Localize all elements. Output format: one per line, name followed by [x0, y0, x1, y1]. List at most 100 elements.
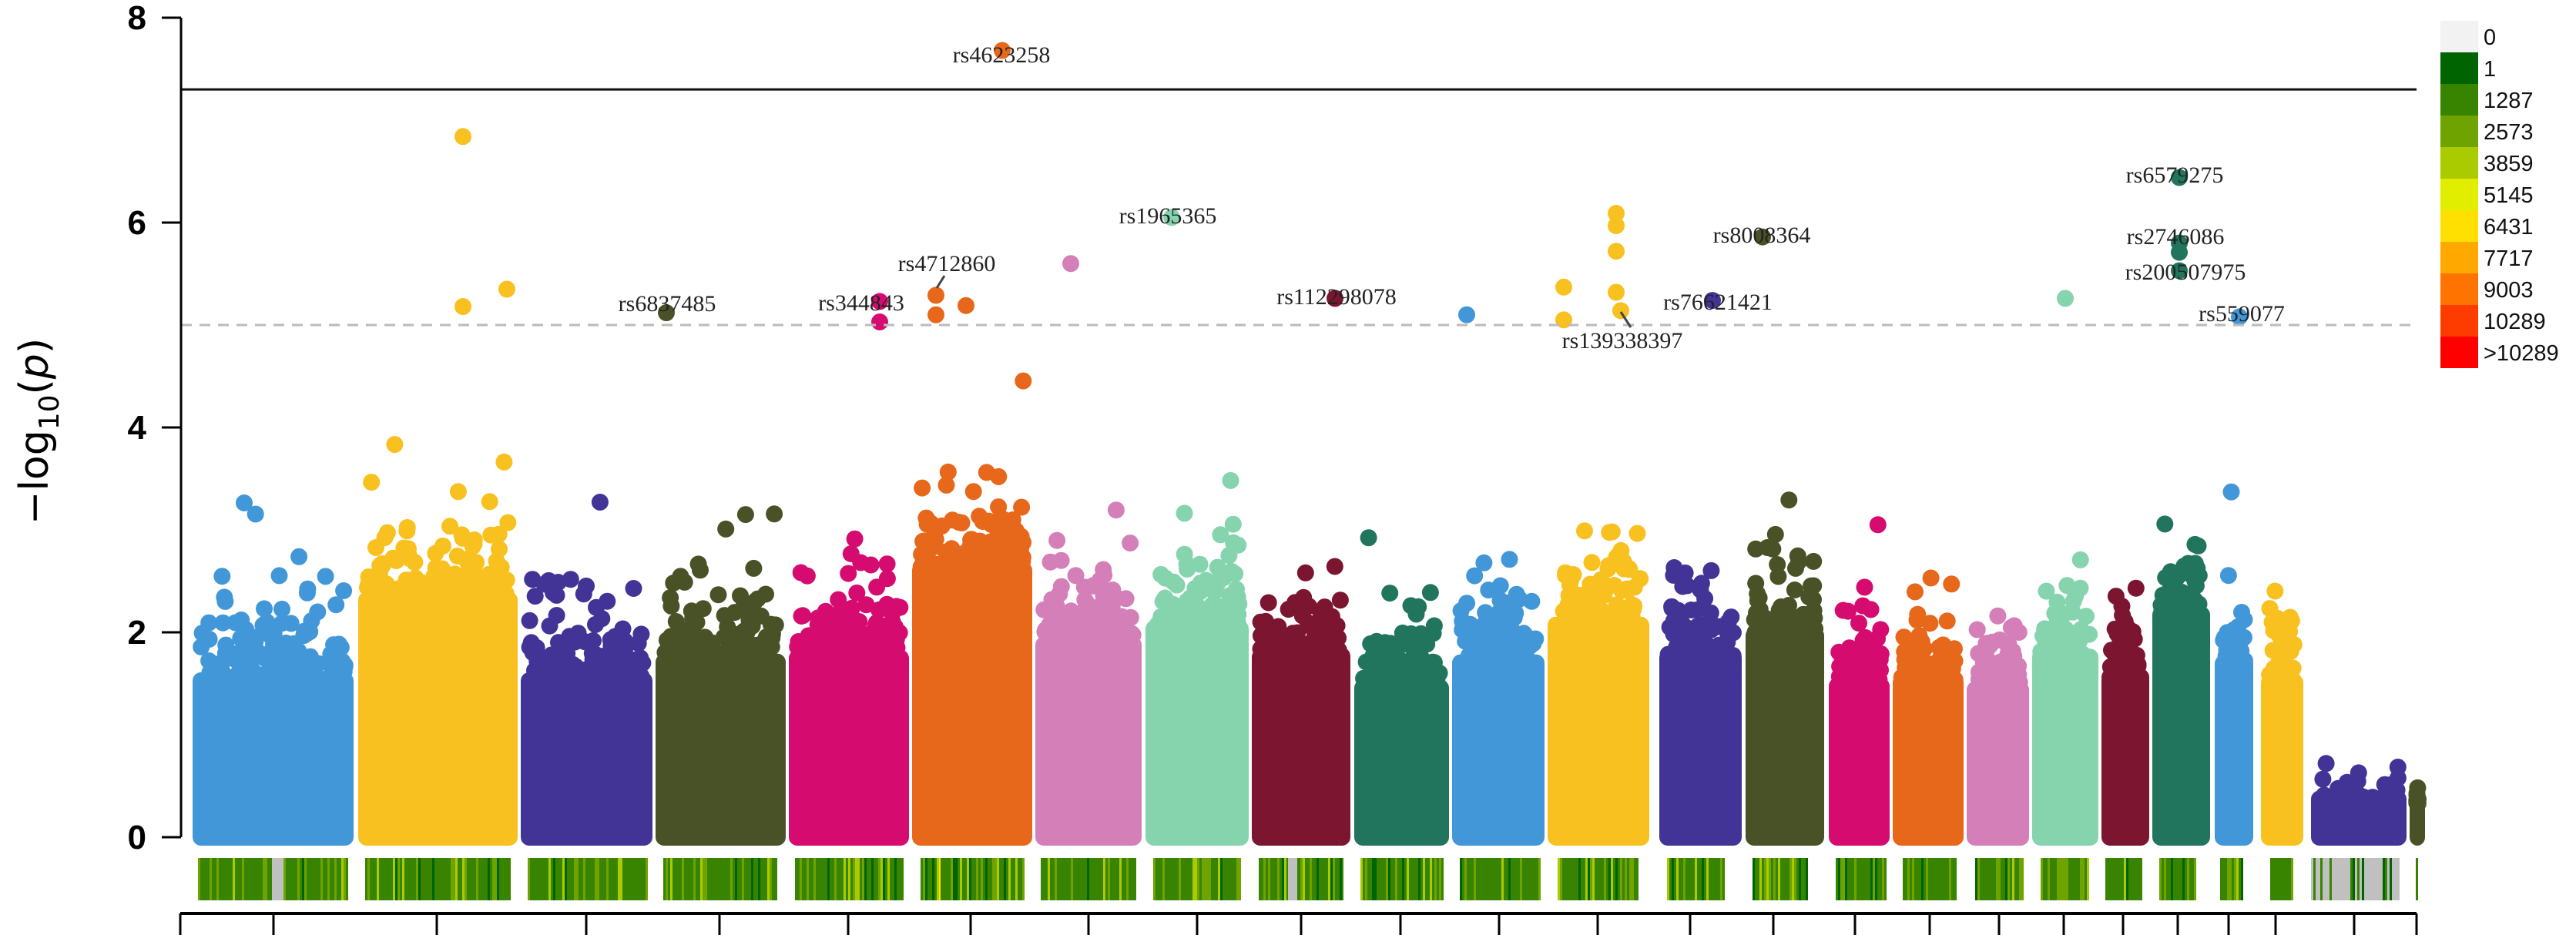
density-cell: [1001, 858, 1004, 900]
density-cell: [857, 858, 860, 900]
density-cell: [609, 858, 611, 900]
density-cell: [2175, 858, 2178, 900]
snp-point: [760, 633, 778, 650]
snp-point: [552, 680, 569, 697]
density-cell: [1706, 858, 1709, 900]
density-cell: [1854, 858, 1857, 900]
snp-point: [2323, 789, 2340, 807]
density-cell: [620, 858, 622, 900]
density-cell: [1390, 858, 1393, 900]
snp-point: [890, 648, 907, 665]
density-cell: [2236, 858, 2239, 900]
density-cell: [1434, 858, 1437, 900]
density-cell: [606, 858, 609, 900]
snp-point: [1628, 524, 1646, 542]
density-cell: [1298, 858, 1300, 900]
snp-point: [1749, 622, 1766, 640]
density-cell: [1195, 858, 1197, 900]
snp-point: [1222, 471, 1239, 489]
density-cell: [1441, 858, 1444, 900]
density-cell: [1766, 858, 1769, 900]
density-cell: [1912, 858, 1914, 900]
snp-point: [2044, 628, 2062, 645]
snp-point: [292, 654, 310, 672]
density-cell: [1954, 858, 1956, 900]
snp-point: [1319, 636, 1337, 654]
density-cell: [1340, 858, 1342, 900]
density-cell: [1755, 858, 1757, 900]
density-cell: [198, 858, 200, 900]
density-cell: [1692, 858, 1695, 900]
legend-swatch: [2440, 273, 2478, 305]
snp-point: [2189, 537, 2207, 555]
density-cell: [1868, 858, 1870, 900]
density-cell: [2082, 858, 2085, 900]
density-cell: [1683, 858, 1685, 900]
density-cell: [995, 858, 997, 900]
density-cell: [878, 858, 880, 900]
snp-point: [716, 607, 733, 625]
snp-point-mass: [521, 672, 652, 846]
density-cell: [1087, 858, 1089, 900]
density-cell: [848, 858, 850, 900]
snp-point: [459, 553, 476, 571]
density-cell: [2010, 858, 2012, 900]
snp-point: [300, 668, 318, 685]
snp-point-top: [2057, 290, 2074, 307]
density-cell: [855, 858, 857, 900]
density-cell: [1604, 858, 1606, 900]
snp-point: [441, 518, 459, 535]
snp-point: [857, 596, 875, 614]
snp-point: [1582, 578, 1600, 596]
density-cell: [1695, 858, 1697, 900]
density-cell: [2241, 858, 2243, 900]
density-cell: [1464, 858, 1467, 900]
snp-point: [262, 627, 279, 645]
snp-point-top: [927, 306, 944, 323]
snp-label: rs8008364: [1713, 223, 1811, 248]
snp-point: [1168, 576, 1186, 594]
snp-point: [1299, 614, 1317, 632]
density-cell: [1921, 858, 1924, 900]
snp-point: [1520, 659, 1538, 677]
density-cell: [2080, 858, 2082, 900]
density-cell: [709, 858, 712, 900]
snp-point: [1179, 561, 1196, 578]
density-cell: [388, 858, 391, 900]
density-cell: [1942, 858, 1944, 900]
snp-point: [1787, 559, 1804, 577]
density-cell: [1317, 858, 1319, 900]
density-cell: [393, 858, 395, 900]
snp-point: [1410, 626, 1427, 644]
snp-label: rs76621421: [1663, 290, 1773, 315]
snp-point: [2189, 564, 2206, 581]
snp-point: [1013, 498, 1031, 516]
density-cell: [1110, 858, 1112, 900]
density-cell: [458, 858, 460, 900]
snp-point: [1659, 645, 1677, 663]
snp-point-top: [1608, 216, 1625, 234]
snp-point: [867, 617, 884, 635]
snp-point: [1565, 566, 1582, 583]
density-cell: [542, 858, 544, 900]
snp-point: [800, 636, 817, 653]
snp-point: [282, 677, 300, 695]
snp-point: [1553, 628, 1571, 645]
label-leader-line: [935, 275, 946, 289]
density-cell: [337, 858, 339, 900]
density-cell: [698, 858, 700, 900]
density-cell: [705, 858, 707, 900]
density-cell: [1618, 858, 1620, 900]
density-cell: [2329, 858, 2332, 900]
density-cell: [883, 858, 885, 900]
snp-point: [1376, 679, 1394, 696]
density-cell: [1578, 858, 1581, 900]
y-tick-label: 4: [128, 409, 147, 447]
snp-point: [746, 659, 764, 676]
density-cell: [474, 858, 476, 900]
snp-point: [1368, 632, 1385, 650]
snp-point: [495, 453, 513, 471]
density-cell: [827, 858, 830, 900]
density-cell: [1538, 858, 1541, 900]
legend-label: 3859: [2484, 152, 2534, 176]
